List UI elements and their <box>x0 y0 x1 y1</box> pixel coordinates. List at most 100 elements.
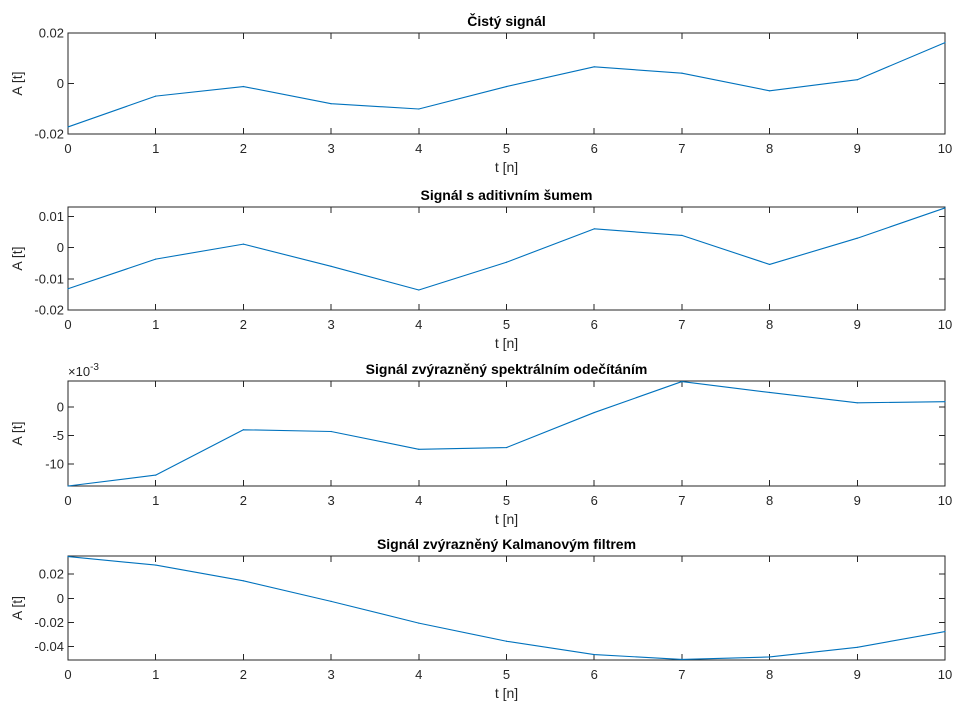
data-point <box>593 228 595 230</box>
data-point <box>155 258 157 260</box>
x-tick-label: 6 <box>591 667 598 682</box>
y-axis-label: A [t] <box>9 421 25 445</box>
x-tick-label: 10 <box>938 141 952 156</box>
x-axis-label: t [n] <box>495 511 518 527</box>
x-tick-label: 9 <box>854 667 861 682</box>
data-point <box>769 391 771 394</box>
x-tick-label: 1 <box>152 317 159 332</box>
chart-title: Čistý signál <box>467 12 546 29</box>
data-point <box>593 66 595 68</box>
chart-panel-4: 0 1 2 3 4 5 6 7 8 9 10 -0.04 -0.02 0 0.02 Signál zvýraz… <box>9 536 952 701</box>
data-point <box>67 288 69 290</box>
data-point <box>242 429 244 431</box>
x-tick-label: 0 <box>64 667 71 682</box>
x-tick-label: 9 <box>854 317 861 332</box>
data-point <box>418 108 420 110</box>
chart-panel-3: 0 1 2 3 4 5 6 7 8 9 10 -10 -5 0 Signál zvýrazněný spek… <box>9 361 952 527</box>
data-point <box>769 656 771 658</box>
y-tick-label: 0 <box>57 240 64 255</box>
y-tick-label: 0 <box>57 76 64 91</box>
x-tick-label: 4 <box>415 667 422 682</box>
x-tick-label: 3 <box>327 317 334 332</box>
data-point <box>856 237 858 239</box>
y-tick-label: -0.01 <box>34 271 64 286</box>
data-point <box>681 658 683 660</box>
data-point <box>418 622 420 624</box>
x-tick-label: 9 <box>854 493 861 508</box>
data-point <box>418 289 420 291</box>
x-tick-label: 5 <box>503 493 510 508</box>
x-tick-label: 4 <box>415 317 422 332</box>
y-tick-label: 0.02 <box>39 26 64 41</box>
data-point <box>681 72 683 74</box>
y-tick-label: 0 <box>57 591 64 606</box>
data-point <box>330 430 332 433</box>
x-tick-label: 7 <box>678 667 685 682</box>
x-tick-label: 6 <box>591 317 598 332</box>
data-point <box>856 646 858 648</box>
y-exponent-label: ×10-3 <box>68 362 99 379</box>
x-tick-label: 5 <box>503 667 510 682</box>
x-tick-label: 2 <box>240 493 247 508</box>
y-axis-label: A [t] <box>9 596 25 620</box>
y-axis-label: A [t] <box>9 71 25 95</box>
x-tick-label: 10 <box>938 493 952 508</box>
chart-title: Signál zvýrazněný spektrálním odečítáním <box>366 361 648 377</box>
x-tick-label: 3 <box>327 667 334 682</box>
chart-title: Signál zvýrazněný Kalmanovým filtrem <box>377 536 636 552</box>
y-tick-label: -0.02 <box>34 127 64 142</box>
y-tick-label: -0.04 <box>34 639 64 654</box>
data-point <box>330 265 332 267</box>
x-axis-label: t [n] <box>495 159 518 175</box>
x-tick-label: 8 <box>766 317 773 332</box>
data-point <box>769 90 771 92</box>
data-point <box>944 401 946 403</box>
data-point <box>505 446 508 449</box>
data-point <box>242 85 244 88</box>
x-tick-label: 2 <box>240 141 247 156</box>
x-tick-label: 7 <box>678 317 685 332</box>
x-axis-label: t [n] <box>495 335 518 351</box>
axes-box <box>67 206 946 311</box>
y-exponent-base: ×10 <box>68 364 90 379</box>
x-tick-label: 0 <box>64 317 71 332</box>
y-exponent-power: -3 <box>90 362 99 373</box>
data-point <box>593 653 595 656</box>
data-point <box>505 85 508 88</box>
data-point <box>944 41 946 44</box>
y-tick-label: 0.01 <box>39 209 64 224</box>
x-axis-label: t [n] <box>495 685 518 701</box>
y-tick-label: -10 <box>45 457 64 472</box>
data-point <box>944 207 946 209</box>
data-point <box>242 243 244 245</box>
data-point <box>505 261 508 263</box>
x-tick-label: 2 <box>240 317 247 332</box>
data-point <box>67 485 69 487</box>
x-tick-label: 5 <box>503 141 510 156</box>
x-tick-label: 2 <box>240 667 247 682</box>
y-tick-label: -5 <box>52 428 64 443</box>
data-point <box>155 95 157 97</box>
x-tick-label: 1 <box>152 493 159 508</box>
x-tick-label: 3 <box>327 141 334 156</box>
data-point <box>681 380 683 383</box>
data-point <box>681 234 683 237</box>
x-tick-label: 6 <box>591 493 598 508</box>
x-tick-label: 9 <box>854 141 861 156</box>
y-tick-label: 0.02 <box>39 567 64 582</box>
x-tick-label: 4 <box>415 493 422 508</box>
chart-title: Signál s aditivním šumem <box>421 187 593 203</box>
data-point <box>418 448 420 450</box>
axes-box <box>67 32 946 135</box>
x-tick-label: 5 <box>503 317 510 332</box>
x-tick-label: 1 <box>152 141 159 156</box>
chart-panel-2: 0 1 2 3 4 5 6 7 8 9 10 -0.02 -0.01 0 0.01 Signál s adit… <box>9 187 952 351</box>
x-tick-label: 8 <box>766 141 773 156</box>
x-tick-label: 8 <box>766 493 773 508</box>
x-tick-label: 0 <box>64 141 71 156</box>
x-tick-label: 3 <box>327 493 334 508</box>
x-tick-label: 7 <box>678 493 685 508</box>
data-point <box>593 411 595 414</box>
